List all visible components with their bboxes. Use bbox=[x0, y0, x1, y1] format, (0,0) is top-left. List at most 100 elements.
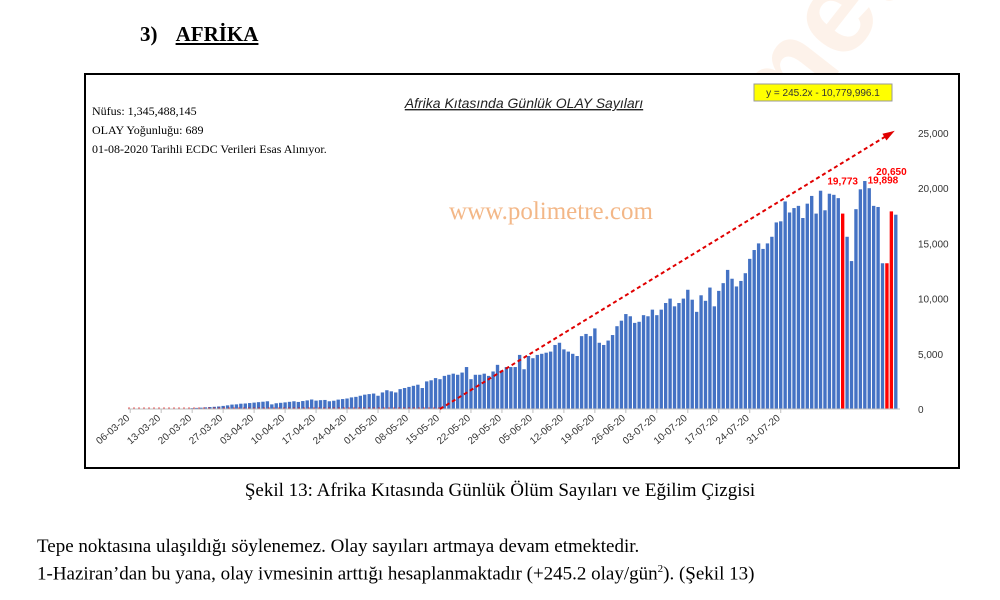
bar bbox=[641, 315, 646, 409]
x-tick-label: 08-05-20 bbox=[373, 413, 411, 447]
bar bbox=[230, 404, 234, 409]
y-tick-label: 0 bbox=[918, 405, 924, 416]
bar bbox=[703, 300, 708, 409]
bar bbox=[712, 306, 717, 409]
bar bbox=[540, 353, 544, 409]
bar bbox=[593, 328, 597, 409]
bar bbox=[619, 320, 624, 409]
bar bbox=[717, 290, 721, 409]
bar bbox=[203, 407, 208, 409]
bar bbox=[442, 375, 447, 409]
x-tick-label: 20-03-20 bbox=[156, 413, 194, 447]
bar bbox=[221, 405, 225, 409]
bar bbox=[858, 189, 863, 409]
bar bbox=[433, 378, 438, 409]
bar bbox=[225, 405, 230, 409]
bar bbox=[261, 401, 265, 409]
bar bbox=[743, 273, 748, 409]
bar bbox=[637, 321, 641, 409]
bar bbox=[548, 351, 553, 409]
bar bbox=[566, 351, 570, 409]
x-tick-label: 03-07-20 bbox=[621, 413, 659, 447]
bar bbox=[407, 386, 411, 409]
bar bbox=[478, 374, 482, 409]
x-tick-label: 15-05-20 bbox=[404, 413, 442, 447]
x-tick-label: 24-07-20 bbox=[714, 413, 752, 447]
bar bbox=[783, 201, 787, 409]
x-tick-label: 31-07-20 bbox=[745, 413, 783, 447]
bar bbox=[456, 374, 460, 409]
chart-title: Afrika Kıtasında Günlük OLAY Sayıları bbox=[404, 95, 643, 111]
bar bbox=[500, 370, 504, 409]
bar bbox=[557, 342, 562, 409]
bar bbox=[739, 280, 743, 409]
bar bbox=[248, 403, 252, 409]
bar bbox=[579, 336, 584, 409]
bar bbox=[314, 400, 318, 409]
bar bbox=[801, 218, 805, 409]
bar bbox=[796, 205, 801, 409]
bar bbox=[562, 349, 566, 409]
bar bbox=[845, 236, 849, 409]
bar bbox=[354, 396, 358, 409]
bar bbox=[389, 391, 393, 409]
bar bbox=[305, 400, 309, 409]
bar bbox=[810, 195, 814, 409]
bar bbox=[765, 243, 770, 409]
bar bbox=[243, 403, 247, 409]
bar bbox=[752, 250, 756, 409]
bar bbox=[602, 344, 606, 409]
x-tick-label: 17-04-20 bbox=[280, 413, 318, 447]
bar bbox=[425, 381, 429, 409]
bar bbox=[309, 399, 314, 409]
bar bbox=[699, 295, 703, 409]
bar bbox=[756, 243, 761, 409]
paragraph-line-2-end: ). (Şekil 13) bbox=[663, 563, 755, 585]
bar bbox=[615, 326, 619, 409]
bar bbox=[544, 352, 548, 409]
bar bbox=[854, 209, 858, 409]
bar bbox=[252, 402, 256, 409]
bar bbox=[894, 214, 898, 409]
bar bbox=[526, 356, 531, 409]
bar bbox=[371, 393, 376, 409]
highlight-value-label: 20,650 bbox=[876, 167, 907, 178]
bar bbox=[730, 278, 734, 409]
section-number: 3) bbox=[140, 22, 158, 46]
bar bbox=[482, 373, 486, 409]
bar bbox=[438, 379, 442, 409]
bar bbox=[588, 336, 593, 409]
trendline-arrowhead bbox=[882, 130, 895, 141]
x-tick-label: 27-03-20 bbox=[187, 413, 225, 447]
bar bbox=[624, 314, 628, 409]
bar bbox=[849, 261, 854, 409]
paragraph-line-1: Tepe noktasına ulaşıldığı söylenemez. Ol… bbox=[37, 536, 640, 557]
bar bbox=[486, 375, 491, 409]
info-density: OLAY Yoğunluğu: 689 bbox=[92, 123, 203, 137]
bar bbox=[345, 398, 349, 409]
bar bbox=[663, 303, 668, 409]
bar bbox=[531, 358, 535, 409]
bar bbox=[278, 402, 283, 409]
bar bbox=[686, 289, 690, 409]
x-tick-label: 12-06-20 bbox=[528, 413, 566, 447]
y-tick-label: 25,000 bbox=[918, 129, 949, 140]
bar bbox=[473, 374, 478, 409]
bar bbox=[358, 395, 363, 409]
bar bbox=[876, 206, 880, 409]
bar bbox=[340, 399, 345, 409]
bar bbox=[748, 258, 752, 409]
bar bbox=[827, 193, 832, 409]
bar bbox=[469, 379, 473, 409]
bar bbox=[256, 402, 261, 409]
bar bbox=[575, 356, 579, 409]
bar bbox=[323, 399, 327, 409]
paragraph-line-2: 1-Haziran’dan bu yana, olay ivmesinin ar… bbox=[37, 563, 754, 585]
bar bbox=[774, 222, 778, 409]
bar bbox=[376, 395, 380, 409]
bar bbox=[451, 373, 455, 409]
bar bbox=[447, 374, 451, 409]
bar bbox=[880, 263, 885, 409]
bar bbox=[367, 394, 371, 409]
